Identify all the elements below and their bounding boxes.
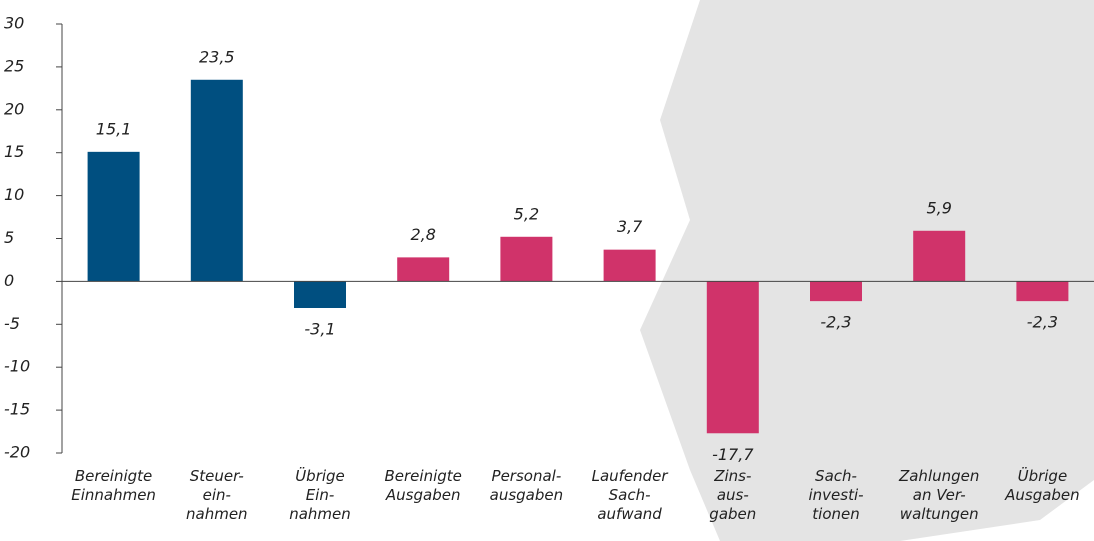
x-tick-label: Zahlungen an Ver- waltungen	[898, 467, 980, 523]
y-tick-label: 20	[4, 99, 24, 118]
bar	[190, 79, 243, 282]
y-tick-label: -15	[4, 400, 30, 419]
value-label: -17,7	[712, 445, 754, 464]
value-label: 5,9	[926, 198, 951, 217]
x-tick-label: Zins- aus- gaben	[709, 467, 757, 523]
value-label: -2,3	[820, 313, 851, 332]
y-tick-label: -5	[4, 314, 20, 333]
value-label: 3,7	[617, 217, 643, 236]
bar	[1016, 281, 1069, 302]
bar	[810, 281, 862, 302]
bar	[706, 281, 759, 434]
y-tick-label: 0	[4, 271, 14, 290]
x-tick-label: Laufender Sach- aufwand	[591, 467, 668, 523]
bar	[603, 249, 656, 282]
y-tick-label: 25	[4, 56, 24, 75]
x-tick-label: Personal- ausgaben	[489, 467, 564, 504]
y-tick-label: -10	[4, 357, 30, 376]
x-tick-label: Steuer- ein- nahmen	[186, 467, 248, 523]
x-tick-label: Bereinigte Ausgaben	[384, 467, 462, 504]
bar	[913, 230, 966, 282]
y-tick-label: 30	[4, 14, 24, 33]
y-tick-label: 15	[4, 142, 24, 161]
y-tick-label: 10	[4, 185, 24, 204]
value-label: -3,1	[304, 319, 335, 338]
value-label: -2,3	[1027, 313, 1058, 332]
map-background	[640, 0, 1094, 541]
y-tick-label: -20	[4, 443, 30, 462]
bar	[87, 151, 140, 282]
x-tick-label: Übrige Ein- nahmen	[289, 467, 351, 523]
value-label: 23,5	[199, 47, 235, 66]
bar	[294, 281, 346, 308]
bar	[500, 236, 553, 282]
value-label: 2,8	[410, 225, 435, 244]
y-tick-label: 5	[4, 228, 14, 247]
value-label: 15,1	[96, 119, 132, 138]
x-tick-label: Übrige Ausgaben	[1005, 467, 1080, 504]
x-tick-label: Sach- investi- tionen	[808, 467, 864, 523]
bar	[397, 257, 450, 282]
value-label: 5,2	[514, 204, 539, 223]
x-tick-label: Bereinigte Einnahmen	[71, 467, 156, 504]
